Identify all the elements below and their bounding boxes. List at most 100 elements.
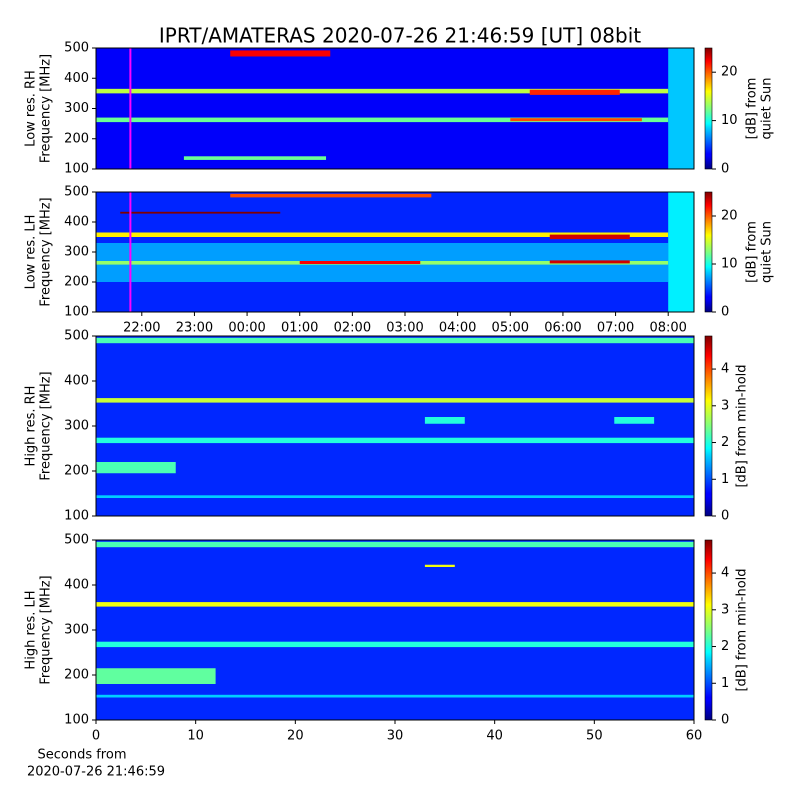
heatmap-cell xyxy=(183,156,327,160)
colorbar-tick-label: 1 xyxy=(721,472,729,487)
y-axis-label: Frequency [MHz] xyxy=(39,197,54,306)
y-tick-label: 200 xyxy=(64,668,89,683)
colorbar-tick-label: 0 xyxy=(721,305,729,320)
y-axis-label: High res. LH xyxy=(24,590,39,669)
x-tick-label: 01:00 xyxy=(281,321,318,336)
colorbar-tick-label: 2 xyxy=(721,639,729,654)
y-tick-label: 100 xyxy=(64,713,89,728)
colorbar-tick-label: 3 xyxy=(721,398,729,413)
colorbar xyxy=(704,335,713,517)
heatmap-background xyxy=(96,540,694,720)
x-tick-label: 05:00 xyxy=(492,321,529,336)
colorbar-label: [dB] from min-hold xyxy=(735,364,750,487)
y-tick-label: 400 xyxy=(64,578,89,593)
colorbar-label: [dB] from min-hold xyxy=(735,568,750,691)
heatmap-cell xyxy=(96,232,669,237)
title: IPRT/AMATERAS 2020-07-26 21:46:59 [UT] 0… xyxy=(159,24,641,48)
x-tick-label: 20 xyxy=(287,729,304,744)
heatmap-cell xyxy=(96,602,694,607)
x-tick-label: 00:00 xyxy=(228,321,265,336)
x-tick-label: 40 xyxy=(486,729,503,744)
y-axis-label: High res. RH xyxy=(24,386,39,467)
heatmap-cell xyxy=(529,89,620,95)
x-tick-label: 50 xyxy=(586,729,603,744)
x-tick-label: 10 xyxy=(187,729,204,744)
x-tick-label: 23:00 xyxy=(176,321,213,336)
y-tick-label: 100 xyxy=(64,509,89,524)
y-tick-label: 500 xyxy=(64,533,89,548)
heatmap-cell xyxy=(96,495,694,498)
x-tick-label: 0 xyxy=(92,729,100,744)
colorbar-label: quiet Sun xyxy=(760,77,775,139)
x-tick-label: 30 xyxy=(387,729,404,744)
colorbar-tick-label: 2 xyxy=(721,435,729,450)
colorbar xyxy=(704,47,713,170)
heatmap-background xyxy=(96,48,694,169)
y-tick-label: 500 xyxy=(64,185,89,200)
colorbar-tick-label: 3 xyxy=(721,602,729,617)
y-tick-label: 500 xyxy=(64,41,89,56)
y-tick-label: 300 xyxy=(64,245,89,260)
y-tick-label: 300 xyxy=(64,101,89,116)
y-axis-label: Low res. RH xyxy=(24,70,39,147)
y-axis-label: Frequency [MHz] xyxy=(39,371,54,480)
heatmap-cell xyxy=(96,398,694,403)
y-axis-label: Low res. LH xyxy=(24,215,39,290)
heatmap-cell xyxy=(96,88,669,94)
colorbar-label: quiet Sun xyxy=(760,221,775,283)
heatmap-cell xyxy=(96,694,694,698)
heatmap-cell xyxy=(96,541,694,548)
heatmap-cell xyxy=(424,417,465,424)
heatmap-cell xyxy=(120,211,281,214)
colorbar-label: [dB] from xyxy=(745,221,760,283)
x-tick-label: 08:00 xyxy=(649,321,686,336)
x-tick-label: 07:00 xyxy=(597,321,634,336)
heatmap-cell xyxy=(668,192,694,312)
colorbar-tick-label: 0 xyxy=(721,162,729,177)
x-tick-label: 06:00 xyxy=(544,321,581,336)
colorbar-tick-label: 4 xyxy=(721,566,729,581)
heatmap-cell xyxy=(510,118,642,122)
heatmap-cell xyxy=(549,234,630,240)
x-tick-label: 02:00 xyxy=(334,321,371,336)
colorbar-tick-label: 4 xyxy=(721,362,729,377)
heatmap-cell xyxy=(96,437,694,444)
heatmap-cell xyxy=(96,117,669,123)
colorbar-tick-label: 0 xyxy=(721,713,729,728)
x-tick-label: 04:00 xyxy=(439,321,476,336)
y-tick-label: 100 xyxy=(64,162,89,177)
heatmap-cell xyxy=(96,462,176,474)
heatmap-cell xyxy=(299,261,421,264)
heatmap-cell xyxy=(230,193,432,198)
colorbar-tick-label: 0 xyxy=(721,509,729,524)
colorbar-tick-label: 10 xyxy=(721,113,738,128)
heatmap-cell xyxy=(549,260,630,264)
x-tick-label: 22:00 xyxy=(123,321,160,336)
heatmap-cell xyxy=(96,337,694,344)
y-tick-label: 500 xyxy=(64,329,89,344)
y-tick-label: 400 xyxy=(64,374,89,389)
colorbar-tick-label: 10 xyxy=(721,257,738,272)
x-axis-label: 2020-07-26 21:46:59 xyxy=(27,765,165,780)
y-tick-label: 300 xyxy=(64,623,89,638)
x-axis-label: Seconds from xyxy=(37,748,126,763)
heatmap-cell xyxy=(96,668,216,684)
heatmap-background xyxy=(96,336,694,516)
y-axis-label: Frequency [MHz] xyxy=(39,54,54,163)
x-tick-label: 60 xyxy=(686,729,703,744)
y-tick-label: 100 xyxy=(64,305,89,320)
colorbar-tick-label: 1 xyxy=(721,676,729,691)
heatmap-cell xyxy=(230,50,331,57)
y-tick-label: 200 xyxy=(64,131,89,146)
heatmap-cell xyxy=(614,417,655,424)
y-tick-label: 400 xyxy=(64,215,89,230)
y-axis-label: Frequency [MHz] xyxy=(39,575,54,684)
colorbar-label: [dB] from xyxy=(745,78,760,140)
colorbar xyxy=(704,191,713,313)
y-tick-label: 300 xyxy=(64,419,89,434)
colorbar xyxy=(704,539,713,721)
colorbar-tick-label: 20 xyxy=(721,65,738,80)
colorbar-tick-label: 20 xyxy=(721,209,738,224)
y-tick-label: 200 xyxy=(64,464,89,479)
